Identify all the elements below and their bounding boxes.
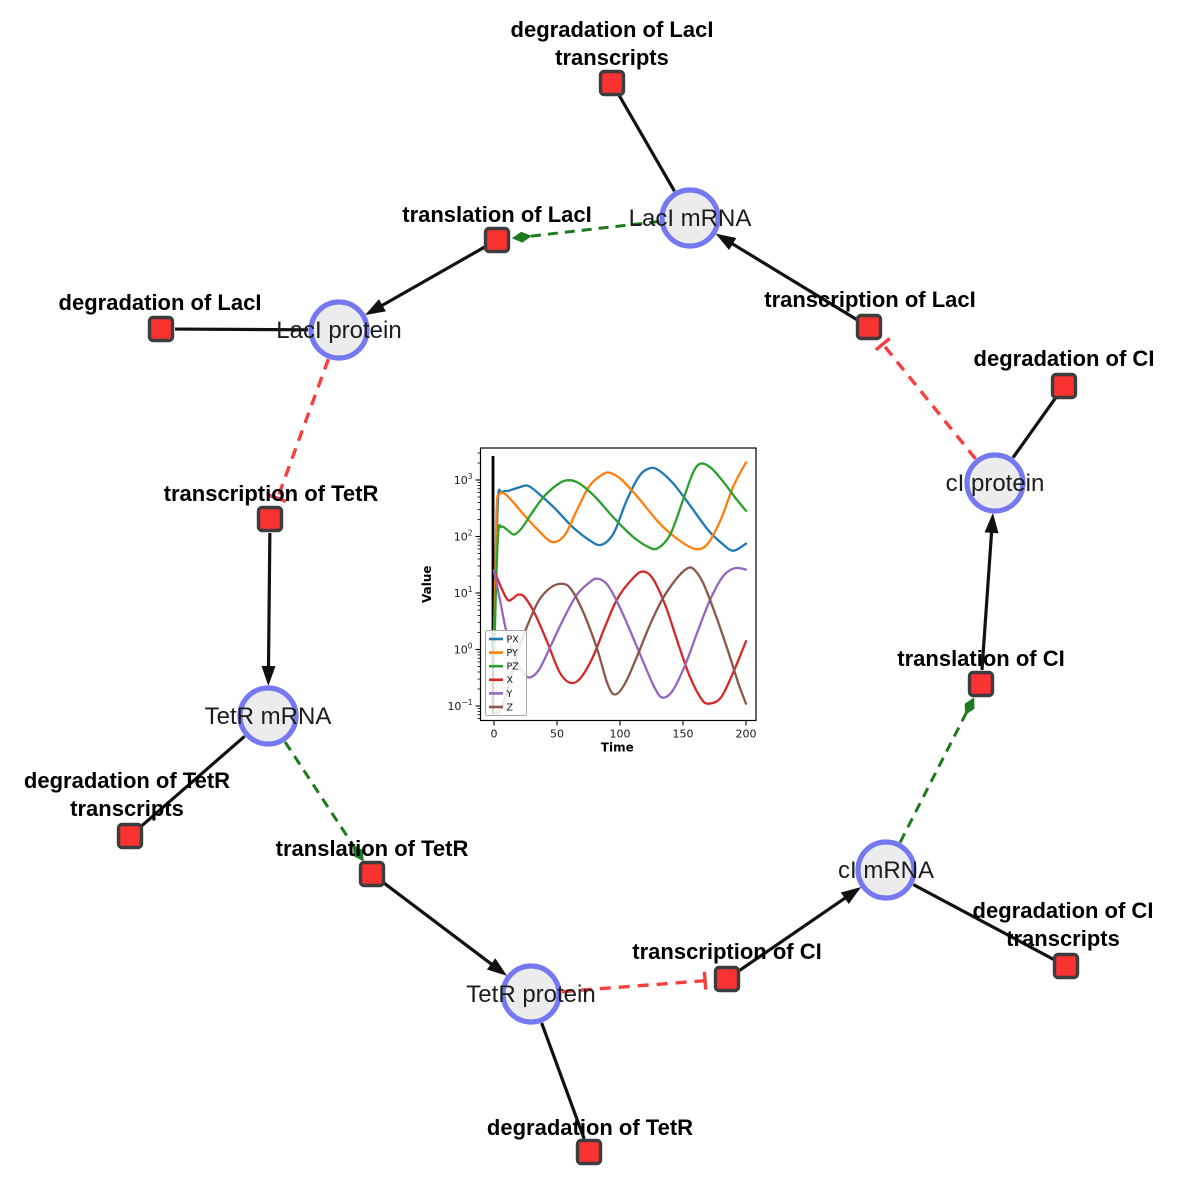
legend-label-PZ: PZ (507, 662, 520, 673)
species-node-tetr-mrna[interactable] (237, 685, 299, 747)
reaction-node-degradation-of-ci[interactable] (1050, 372, 1078, 400)
edge-modifier-laci-mrna-to-translation-of-laci (511, 220, 660, 243)
legend-label-X: X (507, 675, 514, 686)
legend-label-Z: Z (507, 702, 514, 713)
plot-curves (491, 456, 748, 716)
reaction-node-translation-of-tetr[interactable] (358, 860, 386, 888)
species-label-laci-mrna: LacI mRNA (629, 205, 752, 232)
edge-inhibition-ci-protein-to-transcription-of-laci (874, 337, 977, 460)
y-axis-label: Value (420, 565, 434, 603)
y-tick-label: 100 (454, 642, 473, 657)
reaction-label-transcription-of-laci: transcription of LacI (764, 287, 975, 312)
reaction-label-translation-of-laci: translation of LacI (402, 202, 591, 227)
reaction-label-degradation-of-ci: degradation of CI (974, 346, 1155, 371)
edge-consumption-ci-mrna-to-degradation-of-ci-transcripts (912, 883, 1055, 961)
plot-frame (479, 447, 757, 722)
species-node-laci-protein[interactable] (308, 299, 370, 361)
reaction-label-degradation-of-laci: degradation of LacI (59, 290, 262, 315)
edge-production-transcription-of-ci-to-ci-mrna (737, 886, 862, 973)
edge-consumption-ci-protein-to-degradation-of-ci (1011, 396, 1058, 459)
legend-label-Y: Y (506, 689, 513, 700)
edge-consumption-tetr-mrna-to-degradation-of-tetr-transcripts (139, 735, 246, 829)
reaction-label-degradation-of-tetr-transcripts: degradation of TetR transcripts (24, 768, 230, 821)
reaction-label-degradation-of-laci-transcripts: degradation of LacI transcripts (511, 17, 714, 70)
reaction-label-transcription-of-ci: transcription of CI (632, 939, 821, 964)
legend-label-PY: PY (507, 648, 519, 659)
edge-inhibition-tetr-protein-to-transcription-of-ci (561, 971, 708, 994)
x-tick-label: 200 (736, 728, 757, 741)
y-tick-label: 101 (454, 585, 473, 600)
species-label-tetr-mrna: TetR mRNA (205, 703, 332, 730)
edge-inhibition-laci-protein-to-transcription-of-tetr (268, 358, 330, 504)
edge-modifier-ci-mrna-to-translation-of-ci (898, 697, 975, 844)
x-tick-label: 0 (491, 728, 498, 741)
legend-label-PX: PX (507, 634, 520, 645)
species-label-laci-protein: LacI protein (276, 317, 401, 344)
edge-modifier-tetr-mrna-to-translation-of-tetr (283, 741, 364, 862)
reaction-node-transcription-of-tetr[interactable] (256, 505, 284, 533)
reaction-label-degradation-of-ci-transcripts: degradation of CI transcripts (973, 898, 1154, 951)
species-node-ci-protein[interactable] (964, 452, 1026, 514)
x-tick-label: 50 (550, 728, 564, 741)
reaction-node-transcription-of-laci[interactable] (855, 313, 883, 341)
reaction-node-degradation-of-laci-transcripts[interactable] (598, 69, 626, 97)
species-node-tetr-protein[interactable] (500, 963, 562, 1025)
reaction-node-translation-of-laci[interactable] (483, 226, 511, 254)
reaction-label-degradation-of-tetr: degradation of TetR (487, 1115, 693, 1140)
y-tick-label: 10−1 (447, 698, 472, 713)
species-node-laci-mrna[interactable] (659, 187, 721, 249)
reaction-label-translation-of-ci: translation of CI (897, 646, 1064, 671)
edge-production-transcription-of-tetr-to-tetr-mrna (261, 532, 276, 687)
labels-layer: LacI mRNA LacI protein cI protein TetR mRNA… (24, 17, 1155, 1140)
reaction-node-degradation-of-tetr-transcripts[interactable] (116, 822, 144, 850)
time-series-plot: 0 50 100 150 20010310210110010−1TimeValuePXP… (420, 447, 757, 755)
species-label-tetr-protein: TetR protein (466, 981, 595, 1008)
reaction-node-degradation-of-laci[interactable] (147, 315, 175, 343)
edge-production-translation-of-tetr-to-tetr-protein (382, 881, 508, 976)
reaction-label-translation-of-tetr: translation of TetR (276, 836, 469, 861)
curve-PY (492, 461, 748, 657)
reaction-label-transcription-of-tetr: transcription of TetR (164, 481, 379, 506)
reaction-node-transcription-of-ci[interactable] (713, 965, 741, 993)
edge-production-translation-of-ci-to-ci-protein (980, 512, 999, 671)
species-label-ci-protein: cI protein (946, 470, 1045, 497)
edge-consumption-laci-protein-to-degradation-of-laci (174, 327, 309, 332)
edge-consumption-laci-mrna-to-degradation-of-laci-transcripts (617, 94, 676, 192)
reaction-node-translation-of-ci[interactable] (967, 670, 995, 698)
species-label-ci-mrna: cI mRNA (838, 857, 934, 884)
species-node-ci-mrna[interactable] (855, 839, 917, 901)
y-tick-label: 102 (454, 529, 473, 544)
x-tick-label: 100 (610, 728, 631, 741)
edge-production-transcription-of-laci-to-laci-mrna (715, 233, 858, 322)
nodes-layer (116, 69, 1080, 1166)
edges-layer (139, 94, 1058, 1140)
edge-consumption-tetr-protein-to-degradation-of-tetr (540, 1022, 586, 1140)
x-axis-label: Time (601, 741, 634, 755)
plot-legend: PX PY PZ XYZ (485, 630, 527, 716)
curve-PX (492, 466, 748, 641)
curve-X (492, 569, 748, 705)
reaction-node-degradation-of-ci-transcripts[interactable] (1052, 952, 1080, 980)
curve-PZ (492, 462, 748, 664)
y-tick-label: 103 (454, 472, 473, 487)
x-tick-label: 150 (673, 728, 694, 741)
reaction-node-degradation-of-tetr[interactable] (575, 1138, 603, 1166)
edge-production-translation-of-laci-to-laci-protein (365, 245, 486, 316)
